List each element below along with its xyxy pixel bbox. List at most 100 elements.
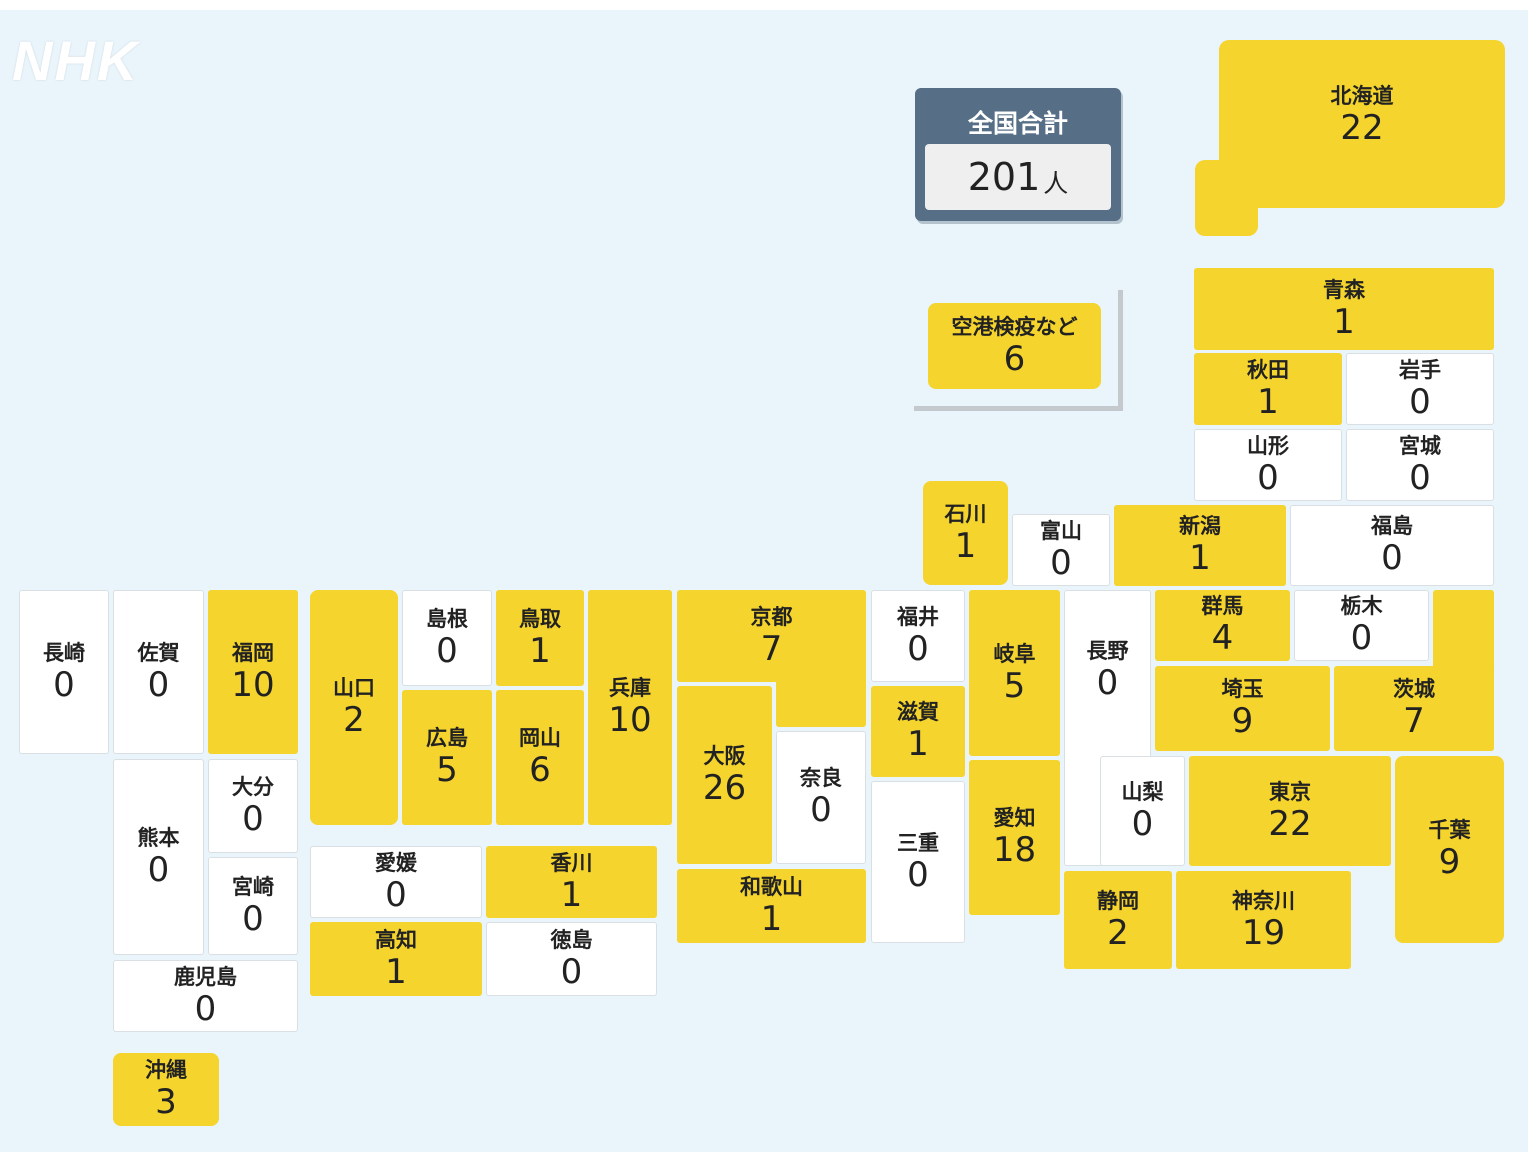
region-count: 0 xyxy=(907,854,929,895)
region-kyoto[interactable]: 京都 7 xyxy=(677,590,866,682)
region-name: 福岡 xyxy=(232,640,274,665)
region-miyagi[interactable]: 宮城 0 xyxy=(1346,429,1494,501)
region-hokkaido[interactable]: 北海道 22 xyxy=(1219,50,1505,180)
region-hyogo[interactable]: 兵庫 10 xyxy=(588,590,672,825)
region-name: 三重 xyxy=(897,830,939,855)
region-toyama[interactable]: 富山 0 xyxy=(1012,514,1110,586)
region-akita[interactable]: 秋田 1 xyxy=(1194,353,1342,425)
region-tottori[interactable]: 鳥取 1 xyxy=(496,590,584,686)
region-shiga[interactable]: 滋賀 1 xyxy=(871,686,965,777)
region-count: 6 xyxy=(1003,338,1026,379)
region-kagawa[interactable]: 香川 1 xyxy=(486,846,657,918)
region-name: 島根 xyxy=(426,606,468,631)
national-total-box: 201 人 xyxy=(925,144,1111,210)
region-osaka[interactable]: 大阪 26 xyxy=(677,686,772,864)
region-okinawa[interactable]: 沖縄 3 xyxy=(113,1053,219,1126)
region-niigata[interactable]: 新潟 1 xyxy=(1114,505,1286,586)
region-saga[interactable]: 佐賀 0 xyxy=(113,590,204,754)
region-count: 3 xyxy=(155,1082,177,1122)
region-mie[interactable]: 三重 0 xyxy=(871,781,965,943)
region-shimane[interactable]: 島根 0 xyxy=(402,590,492,686)
region-count: 7 xyxy=(1403,701,1425,741)
region-kyoto-shape-top xyxy=(677,590,866,682)
region-count: 0 xyxy=(1409,381,1431,422)
region-kumamoto[interactable]: 熊本 0 xyxy=(113,759,204,955)
region-name: 大阪 xyxy=(703,743,746,768)
region-count: 5 xyxy=(1003,665,1026,706)
region-name: 奈良 xyxy=(800,766,842,790)
region-yamaguchi[interactable]: 山口 2 xyxy=(310,590,398,825)
region-nara[interactable]: 奈良 0 xyxy=(776,731,866,864)
region-oita[interactable]: 大分 0 xyxy=(208,759,298,853)
region-count: 0 xyxy=(1096,662,1119,703)
region-fukushima[interactable]: 福島 0 xyxy=(1290,505,1494,586)
region-name: 東京 xyxy=(1269,779,1311,804)
region-okayama[interactable]: 岡山 6 xyxy=(496,690,584,825)
region-count: 0 xyxy=(1381,538,1403,578)
nhk-logo: NHK xyxy=(12,29,140,92)
region-count: 10 xyxy=(608,700,652,740)
region-count: 10 xyxy=(231,664,275,705)
region-tokushima[interactable]: 徳島 0 xyxy=(486,922,657,996)
region-nagano[interactable]: 長野 0 xyxy=(1064,590,1151,750)
national-total-panel: 全国合計 201 人 xyxy=(915,88,1121,221)
region-wakayama[interactable]: 和歌山 1 xyxy=(677,869,866,943)
region-gifu[interactable]: 岐阜 5 xyxy=(969,590,1060,756)
region-count: 1 xyxy=(760,898,783,939)
region-kagoshima[interactable]: 鹿児島 0 xyxy=(113,960,298,1032)
region-name: 千葉 xyxy=(1428,818,1471,842)
region-chiba[interactable]: 千葉 9 xyxy=(1395,756,1504,943)
region-aichi[interactable]: 愛知 18 xyxy=(969,760,1060,915)
region-name: 大分 xyxy=(232,774,274,799)
region-name: 群馬 xyxy=(1201,594,1244,618)
region-name: 佐賀 xyxy=(137,640,180,665)
region-tokyo[interactable]: 東京 22 xyxy=(1189,756,1391,866)
region-fukuoka[interactable]: 福岡 10 xyxy=(208,590,298,754)
region-ibaraki[interactable]: 茨城 7 xyxy=(1334,666,1494,751)
region-yamagata[interactable]: 山形 0 xyxy=(1194,429,1342,501)
region-count: 18 xyxy=(992,830,1037,870)
national-total-value: 201 xyxy=(967,155,1041,199)
region-kanagawa[interactable]: 神奈川 19 xyxy=(1176,871,1351,969)
region-count: 1 xyxy=(560,874,583,915)
region-count: 2 xyxy=(343,700,365,740)
region-name: 広島 xyxy=(426,726,468,750)
region-name: 静岡 xyxy=(1097,888,1139,913)
region-count: 1 xyxy=(385,951,407,992)
national-total-unit: 人 xyxy=(1043,169,1069,198)
region-shizuoka[interactable]: 静岡 2 xyxy=(1064,871,1172,969)
region-gunma[interactable]: 群馬 4 xyxy=(1155,590,1290,661)
region-name: 徳島 xyxy=(550,927,593,952)
region-kochi[interactable]: 高知 1 xyxy=(310,922,482,996)
region-count: 7 xyxy=(760,628,783,669)
region-hiroshima[interactable]: 広島 5 xyxy=(402,690,492,825)
region-saitama[interactable]: 埼玉 9 xyxy=(1155,666,1330,751)
region-yamanashi[interactable]: 山梨 0 xyxy=(1100,756,1185,866)
region-name: 岩手 xyxy=(1399,357,1441,382)
region-iwate[interactable]: 岩手 0 xyxy=(1346,353,1494,425)
region-count: 0 xyxy=(1257,457,1279,498)
region-count: 0 xyxy=(385,874,407,915)
region-name: 秋田 xyxy=(1247,357,1289,382)
region-airport-quarantine[interactable]: 空港検疫など 6 xyxy=(928,303,1101,389)
region-name: 富山 xyxy=(1040,518,1082,543)
region-count: 1 xyxy=(954,525,977,566)
region-name: 北海道 xyxy=(1330,83,1394,108)
region-name: 空港検疫など xyxy=(951,314,1078,339)
region-count: 1 xyxy=(1257,381,1279,422)
region-name: 鹿児島 xyxy=(174,964,237,989)
region-count: 0 xyxy=(1050,542,1072,583)
region-aomori[interactable]: 青森 1 xyxy=(1194,268,1494,350)
region-count: 0 xyxy=(560,951,583,992)
region-kyoto-shape-tail xyxy=(776,670,866,727)
region-name: 岐阜 xyxy=(993,641,1036,666)
region-name: 長崎 xyxy=(43,640,85,665)
region-count: 19 xyxy=(1241,912,1286,953)
region-fukui[interactable]: 福井 0 xyxy=(871,590,965,682)
region-tochigi[interactable]: 栃木 0 xyxy=(1294,590,1429,661)
region-miyazaki[interactable]: 宮崎 0 xyxy=(208,857,298,955)
region-nagasaki[interactable]: 長崎 0 xyxy=(19,590,109,754)
region-ishikawa[interactable]: 石川 1 xyxy=(923,481,1008,585)
region-ehime[interactable]: 愛媛 0 xyxy=(310,846,482,918)
region-name: 兵庫 xyxy=(609,676,651,700)
